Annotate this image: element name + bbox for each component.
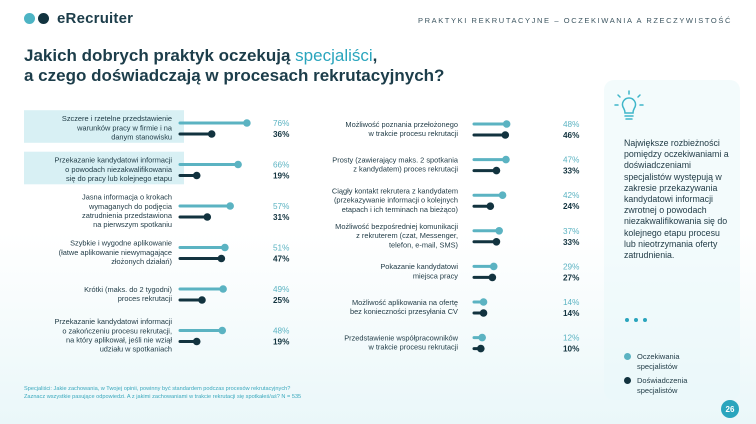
brand-logo: eRecruiter — [24, 10, 133, 27]
right-row-5-label: Możliwość aplikowania na ofertę bez konie… — [350, 298, 458, 316]
right-row-2-dot-experience — [486, 202, 495, 210]
right-row-2-value-experience: 24% — [563, 202, 580, 211]
right-row-0-dot-expectation — [502, 120, 511, 128]
left-row-2-dot-experience — [203, 213, 212, 221]
brand-name: eRecruiter — [57, 10, 134, 27]
right-row-5-value-expectation: 14% — [563, 298, 579, 307]
left-row-5-dot-experience — [192, 337, 201, 346]
left-row-3-value-experience: 47% — [273, 255, 290, 264]
right-row-0-value-expectation: 48% — [563, 120, 579, 129]
right-row-1-dot-experience — [492, 166, 501, 175]
left-row-1-value-experience: 19% — [273, 172, 290, 181]
right-row-6-value-expectation: 12% — [563, 334, 579, 343]
right-row-3-value-expectation: 37% — [563, 227, 579, 236]
right-row-4-value-expectation: 29% — [563, 262, 579, 271]
legend-experiences: Doświadczenia specjalistów — [624, 376, 687, 395]
left-row-3-label: Szybkie i wygodne aplikowanie (łatwe apli… — [59, 239, 172, 266]
left-row-0-label: Szczere i rzetelne przedstawienie warunkó… — [62, 114, 173, 141]
left-row-3-dot-expectation — [221, 243, 229, 252]
left-row-1-dot-experience — [192, 171, 201, 180]
legend-swatch-experiences — [624, 377, 631, 384]
right-row-0-value-experience: 46% — [563, 131, 580, 140]
legend-label-experiences-2: specjalistów — [637, 385, 678, 395]
left-row-0-value-expectation: 76% — [273, 119, 289, 128]
page-number: 26 — [721, 400, 739, 418]
left-row-0-value-experience: 36% — [273, 130, 290, 139]
left-row-5-dot-expectation — [218, 326, 227, 335]
legend-label-expectations-1: Oczekiwania — [637, 352, 680, 361]
left-row-3-value-expectation: 51% — [273, 244, 289, 253]
right-row-6-label: Przedstawienie współpracowników w trakcie… — [344, 333, 458, 351]
footnote-line2: Zaznacz wszystkie pasujące odpowiedzi. A… — [24, 394, 302, 400]
left-row-5-label: Przekazanie kandydatowi informacji o zako… — [55, 317, 173, 354]
legend-label-experiences-1: Doświadczenia — [637, 376, 688, 385]
insight-text: Największe rozbieżności pomiędzy oczekiw… — [624, 138, 729, 261]
page-title: Jakich dobrych praktyk oczekują specjali… — [24, 46, 444, 86]
left-row-0-dot-expectation — [243, 119, 251, 127]
right-row-1-value-expectation: 47% — [563, 156, 579, 165]
right-row-1-value-experience: 33% — [563, 167, 580, 176]
left-row-1-highlight — [24, 151, 184, 185]
right-row-5-dot-expectation — [479, 298, 488, 306]
lightbulb-icon — [614, 90, 644, 120]
right-row-3-dot-expectation — [495, 227, 503, 235]
left-row-4-dot-experience — [198, 296, 206, 304]
right-row-6-dot-experience — [477, 344, 485, 353]
footnote-line1: Specjaliści: Jakie zachowania, w Twojej … — [24, 386, 291, 392]
left-row-0-highlight — [24, 110, 184, 143]
logo-dot-light — [24, 13, 35, 24]
title-part1: Jakich dobrych praktyk oczekują — [24, 46, 296, 65]
right-row-4-dot-expectation — [489, 262, 498, 271]
right-row-2-value-expectation: 42% — [563, 191, 579, 200]
left-row-1-dot-expectation — [234, 160, 242, 169]
logo-dot-dark — [38, 13, 49, 24]
left-row-5-value-experience: 19% — [273, 338, 290, 347]
left-row-2-value-expectation: 57% — [273, 202, 289, 211]
left-row-2-label: Jasna informacja o krokach wymaganych do … — [82, 193, 173, 230]
right-row-6-value-experience: 10% — [563, 345, 580, 354]
right-row-0-dot-experience — [501, 131, 510, 139]
left-row-4-value-expectation: 49% — [273, 285, 289, 294]
section-title: PRAKTYKI REKRUTACYJNE – OCZEKIWANIA A RZ… — [417, 16, 732, 25]
right-row-0-label: Możliwość poznania przełożonego w trakcie… — [345, 120, 458, 138]
right-row-1-label: Prosty (zawierający maks. 2 spotkania z k… — [332, 155, 459, 173]
left-row-1-label: Przekazanie kandydatowi informacji o powo… — [55, 156, 173, 183]
right-row-3-label: Możliwość bezpośredniej komunikacji z rek… — [335, 222, 458, 249]
left-row-2-value-experience: 31% — [273, 213, 290, 222]
left-row-4-dot-expectation — [219, 285, 227, 293]
right-row-2-label: Ciągły kontakt rekrutera z kandydatem (pr… — [332, 186, 458, 213]
right-row-1-dot-expectation — [502, 155, 510, 164]
left-row-3-dot-experience — [217, 254, 226, 263]
title-highlight: specjaliści — [295, 46, 373, 65]
legend-swatch-expectations — [624, 353, 631, 360]
right-row-5-value-experience: 14% — [563, 309, 580, 318]
bar-chart: Szczere i rzetelne przedstawienie warunkó… — [24, 110, 580, 354]
pagination-dots — [625, 318, 647, 322]
left-row-2-dot-expectation — [226, 202, 234, 210]
left-row-4-label: Krótki (maks. do 2 tygodni) proces rekrut… — [84, 285, 172, 303]
legend-label-expectations-2: specjalistów — [637, 361, 678, 371]
right-row-3-value-experience: 33% — [563, 238, 580, 247]
legend-expectations: Oczekiwania specjalistów — [624, 352, 680, 371]
left-row-5-value-expectation: 48% — [273, 327, 289, 336]
footnote: Specjaliści: Jakie zachowania, w Twojej … — [24, 385, 444, 401]
right-row-2-dot-expectation — [498, 191, 507, 199]
title-part2: , — [372, 46, 378, 65]
title-line2: a czego doświadczają w procesach rekruta… — [24, 66, 445, 85]
insight-panel — [604, 80, 740, 400]
left-row-0-dot-experience — [207, 130, 216, 138]
right-row-3-dot-experience — [492, 238, 501, 246]
left-row-4-value-experience: 25% — [273, 296, 290, 305]
right-row-4-label: Pokazanie kandydatowi miejsca pracy — [380, 262, 458, 280]
right-row-4-value-experience: 27% — [563, 273, 580, 282]
right-row-5-dot-experience — [479, 309, 488, 317]
left-row-1-value-expectation: 66% — [273, 161, 289, 170]
right-row-4-dot-experience — [488, 273, 497, 282]
right-row-6-dot-expectation — [478, 333, 486, 342]
